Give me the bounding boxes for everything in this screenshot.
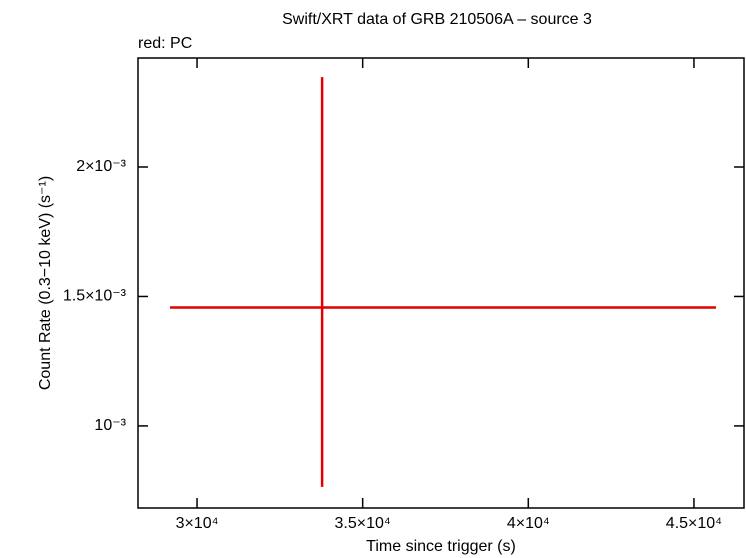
y-tick-label: 1.5×10⁻³ xyxy=(63,288,127,305)
y-tick-label: 10⁻³ xyxy=(94,417,126,434)
x-tick-label: 4×10⁴ xyxy=(507,515,550,532)
chart-title: Swift/XRT data of GRB 210506A – source 3 xyxy=(282,11,592,28)
y-tick-label: 2×10⁻³ xyxy=(76,158,126,175)
x-tick-label: 3.5×10⁴ xyxy=(335,515,391,532)
x-tick-label: 4.5×10⁴ xyxy=(666,515,722,532)
chart-subtitle: red: PC xyxy=(138,35,192,52)
x-tick-label: 3×10⁴ xyxy=(176,515,219,532)
plot-frame xyxy=(137,57,745,509)
x-axis-label: Time since trigger (s) xyxy=(366,538,516,555)
y-axis-label: Count Rate (0.3−10 keV) (s⁻¹) xyxy=(37,176,54,390)
